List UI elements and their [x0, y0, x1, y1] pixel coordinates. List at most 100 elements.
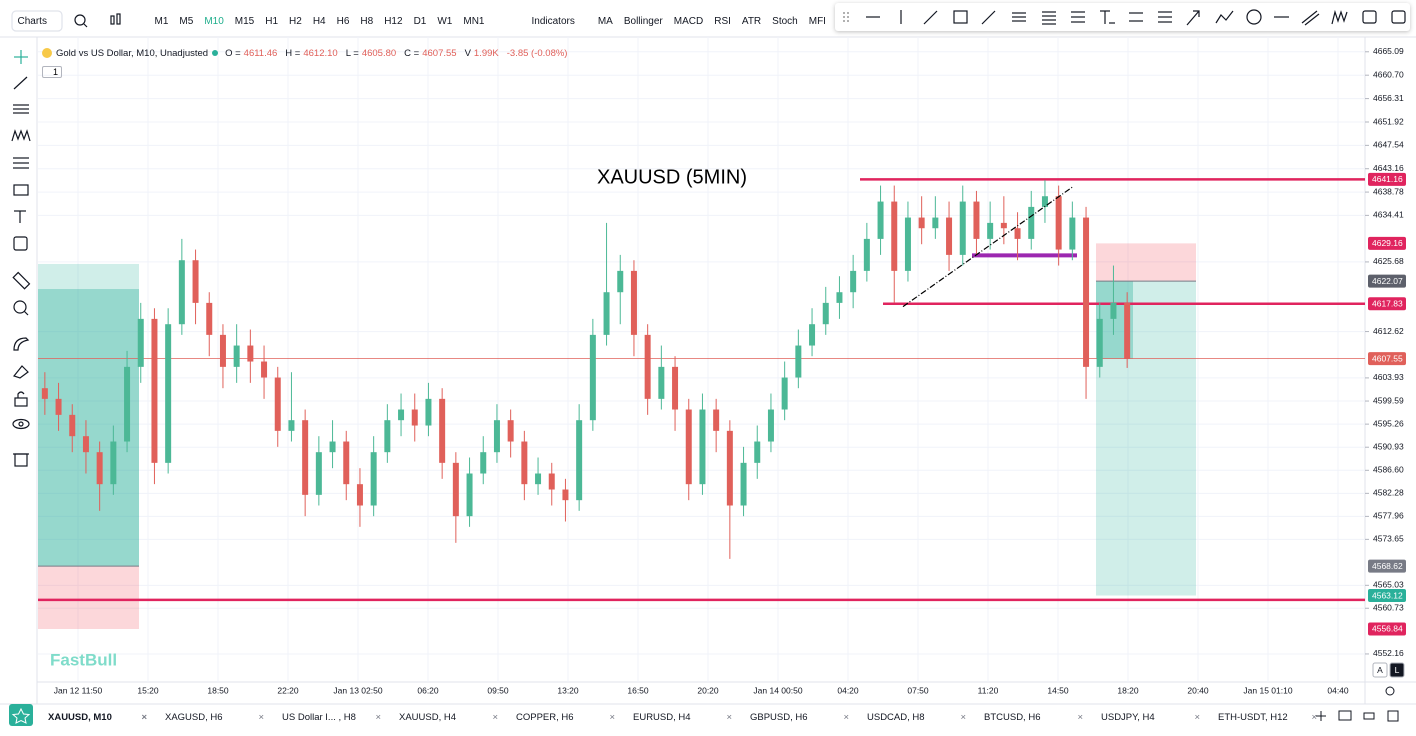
- symbol-tab[interactable]: COPPER, H6 ×: [508, 712, 625, 723]
- top-toolbar: Charts M1 M5 M10 M15 H1 H2 H4 H6 H8 H12 D1 W1 MN1 Indi…: [0, 8, 876, 34]
- symbol-tab[interactable]: XAUUSD, H4 ×: [391, 712, 508, 723]
- timeframe-button[interactable]: M15: [234, 15, 255, 27]
- rect-tool[interactable]: [953, 10, 968, 24]
- timeframe-button[interactable]: H6: [336, 15, 350, 27]
- timeframe-button[interactable]: H1: [265, 15, 279, 27]
- candle-body: [247, 345, 254, 362]
- magnet-tool[interactable]: [13, 337, 30, 351]
- indicators-button[interactable]: Indicators: [531, 15, 575, 27]
- circle-tool[interactable]: [1246, 9, 1262, 25]
- tab-close[interactable]: ×: [960, 711, 966, 723]
- timeframe-button[interactable]: M10: [204, 15, 224, 27]
- fib-ext-tool[interactable]: [1042, 11, 1056, 25]
- layout-button[interactable]: [1338, 710, 1352, 721]
- indicator-button[interactable]: ATR: [741, 15, 762, 27]
- symbol-tab[interactable]: USDCAD, H8 ×: [859, 712, 976, 723]
- axis-button[interactable]: [1372, 662, 1388, 678]
- candle-body: [233, 345, 240, 367]
- brush-tool[interactable]: [981, 10, 996, 25]
- add-tab[interactable]: [1316, 711, 1326, 721]
- channel-tool[interactable]: [13, 157, 29, 169]
- pitchfork-tool[interactable]: [1301, 10, 1320, 26]
- text-tool[interactable]: [14, 210, 26, 223]
- tab-close[interactable]: ×: [1311, 711, 1317, 723]
- fib-tool[interactable]: [13, 104, 29, 114]
- y-tick-label: 4590.93: [1373, 441, 1404, 451]
- symbol-tab[interactable]: XAGUSD, H6 ×: [157, 712, 274, 723]
- timeframe-button[interactable]: H4: [312, 15, 326, 27]
- favorites-button[interactable]: [9, 704, 33, 726]
- indicator-button[interactable]: MA: [597, 15, 613, 27]
- lock-tool[interactable]: [14, 391, 28, 407]
- axis-button[interactable]: [1389, 662, 1405, 678]
- line-tool[interactable]: [13, 76, 28, 90]
- symbol-tab[interactable]: BTCUSD, H6 ×: [976, 712, 1093, 723]
- parallel-tool[interactable]: [1158, 11, 1172, 23]
- x-tick-label: 13:20: [557, 685, 579, 695]
- tab-close[interactable]: ×: [726, 711, 732, 723]
- drag-handle[interactable]: [843, 12, 849, 22]
- zoom-tool[interactable]: [13, 300, 29, 316]
- timeframe-button[interactable]: H8: [360, 15, 374, 27]
- timeframe-button[interactable]: M1: [154, 15, 169, 27]
- arrow-tool[interactable]: [1186, 10, 1200, 26]
- symbol-tab[interactable]: GBPUSD, H6 ×: [742, 712, 859, 723]
- visibility-tool[interactable]: [12, 418, 30, 430]
- candle-body: [576, 420, 583, 501]
- x-tick-label: 11:20: [978, 685, 999, 695]
- tab-close[interactable]: ×: [375, 711, 381, 723]
- tab-close[interactable]: ×: [1194, 711, 1200, 723]
- tab-close[interactable]: ×: [1077, 711, 1083, 723]
- tab-close[interactable]: ×: [843, 711, 849, 723]
- timeframe-button[interactable]: H12: [384, 15, 403, 27]
- symbol-tab[interactable]: US Dollar I... , H8 ×: [274, 712, 391, 723]
- calendar-tool[interactable]: [1391, 10, 1406, 24]
- tab-close[interactable]: ×: [141, 711, 147, 723]
- symbol-tab[interactable]: EURUSD, H4 ×: [625, 712, 742, 723]
- timeframe-button[interactable]: M5: [179, 15, 194, 27]
- collapse-button[interactable]: 1: [42, 66, 62, 78]
- indicator-button[interactable]: MFI: [808, 15, 826, 27]
- chart-type-button[interactable]: [110, 13, 121, 25]
- candle-body: [425, 398, 432, 426]
- symbol-menu[interactable]: Charts: [17, 15, 47, 27]
- indicator-button[interactable]: Stoch: [772, 15, 798, 27]
- timeframe-button[interactable]: MN1: [463, 15, 485, 27]
- symbol-tab[interactable]: USDJPY, H4 ×: [1093, 712, 1210, 723]
- settings-button[interactable]: [1385, 686, 1395, 696]
- shape-tool[interactable]: [13, 184, 29, 196]
- candle-body: [535, 473, 542, 485]
- channel-tool[interactable]: [1129, 12, 1143, 22]
- indicator-button[interactable]: MACD: [673, 15, 704, 27]
- draw-mode-tool[interactable]: [12, 365, 29, 379]
- path-tool[interactable]: [1215, 10, 1234, 24]
- pattern-tool[interactable]: [11, 129, 31, 142]
- minimize-button[interactable]: [1363, 712, 1375, 720]
- timeframe-button[interactable]: D1: [413, 15, 427, 27]
- crosshair-tool[interactable]: [14, 50, 28, 64]
- fib-tool[interactable]: [1012, 12, 1026, 22]
- emoji-tool[interactable]: [13, 236, 28, 251]
- fib-fan-tool[interactable]: [1071, 11, 1085, 23]
- ohlc-value: 4605.80: [361, 47, 397, 59]
- ruler-tool[interactable]: [12, 271, 31, 290]
- fullscreen-button[interactable]: [1387, 710, 1399, 722]
- trend-tool[interactable]: [923, 10, 938, 25]
- search-button[interactable]: [74, 14, 88, 28]
- tab-close[interactable]: ×: [258, 711, 264, 723]
- symbol-menu-box[interactable]: [11, 10, 63, 32]
- price-note-tool[interactable]: [1362, 10, 1377, 24]
- symbol-tab[interactable]: ETH-USDT, H12 ×: [1210, 712, 1327, 723]
- timeframe-button[interactable]: H2: [289, 15, 302, 27]
- timeframe-button[interactable]: W1: [437, 15, 453, 27]
- indicator-button[interactable]: Bollinger: [623, 15, 663, 27]
- wave-tool[interactable]: [1331, 9, 1348, 25]
- tab-label: USDCAD, H8: [867, 711, 925, 723]
- text-tool[interactable]: [1100, 10, 1115, 24]
- tab-close[interactable]: ×: [609, 711, 615, 723]
- tab-close[interactable]: ×: [492, 711, 498, 723]
- delete-tool[interactable]: [13, 453, 29, 467]
- indicator-button[interactable]: RSI: [714, 15, 731, 27]
- symbol-tab[interactable]: XAUUSD, M10 ×: [40, 712, 157, 723]
